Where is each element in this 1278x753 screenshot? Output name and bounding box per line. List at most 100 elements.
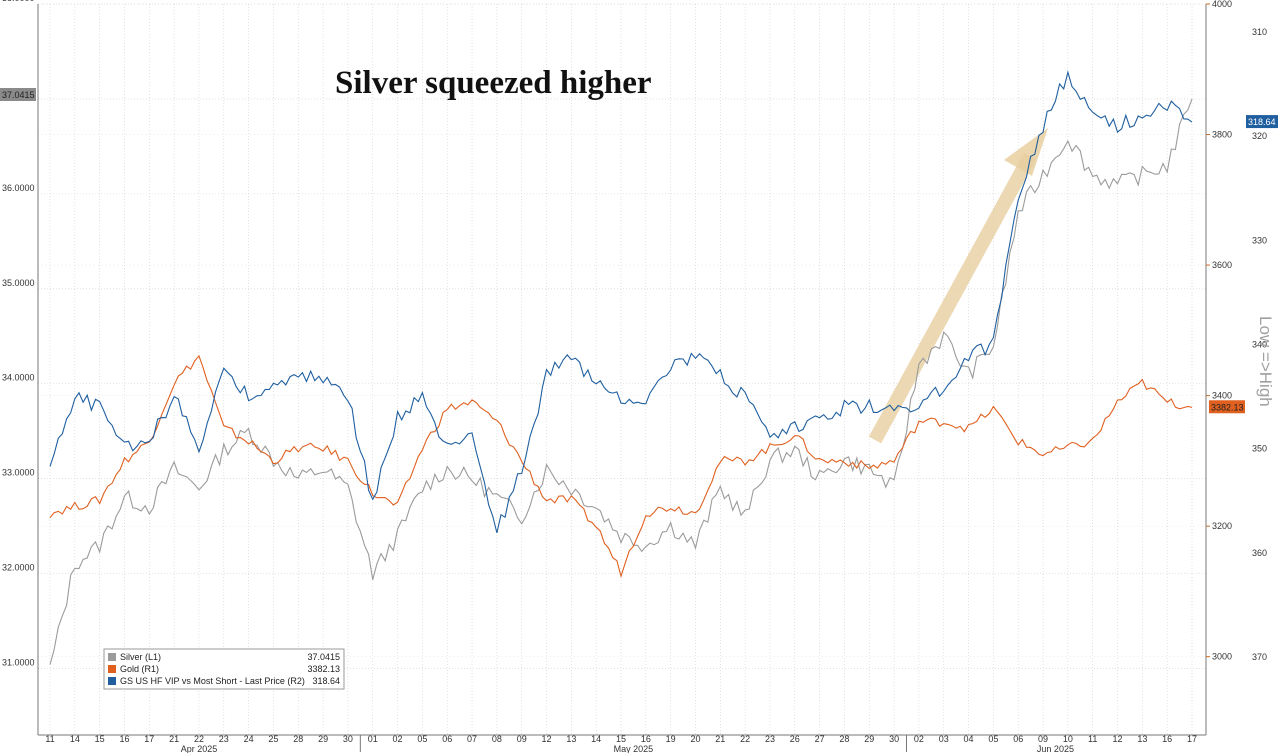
x-tick-label: 26 xyxy=(790,734,800,744)
gold-last-tag-text: 3382.13 xyxy=(1211,402,1244,412)
x-tick-label: 23 xyxy=(765,734,775,744)
right-r2-tick-label: 330 xyxy=(1252,235,1267,245)
x-tick-label: 15 xyxy=(95,734,105,744)
x-tick-label: 02 xyxy=(393,734,403,744)
x-tick-label: 13 xyxy=(566,734,576,744)
direction-annotation: Low =>High xyxy=(1256,316,1275,407)
silver-last-tag-text: 37.0415 xyxy=(2,90,35,100)
x-tick-label: 23 xyxy=(219,734,229,744)
x-tick-label: 12 xyxy=(1113,734,1123,744)
x-tick-label: 15 xyxy=(616,734,626,744)
x-month-label: Apr 2025 xyxy=(181,744,218,753)
x-tick-label: 06 xyxy=(1013,734,1023,744)
x-tick-label: 02 xyxy=(914,734,924,744)
x-tick-label: 22 xyxy=(740,734,750,744)
arrow-head xyxy=(1004,128,1048,176)
x-tick-label: 22 xyxy=(194,734,204,744)
right-r1-tick-label: 3800 xyxy=(1212,130,1232,140)
right-r1-tick-label: 3600 xyxy=(1212,260,1232,270)
right-r2-tick-label: 310 xyxy=(1252,27,1267,37)
x-month-label: Jun 2025 xyxy=(1037,744,1074,753)
x-tick-label: 20 xyxy=(690,734,700,744)
x-tick-label: 05 xyxy=(988,734,998,744)
x-tick-label: 14 xyxy=(70,734,80,744)
legend-label: GS US HF VIP vs Most Short - Last Price … xyxy=(120,676,305,686)
x-tick-label: 09 xyxy=(517,734,527,744)
right-r1-tick-label: 3400 xyxy=(1212,391,1232,401)
x-tick-label: 21 xyxy=(715,734,725,744)
x-tick-label: 08 xyxy=(492,734,502,744)
left-tick-label: 31.0000 xyxy=(2,658,35,668)
right-r2-tick-label: 370 xyxy=(1252,652,1267,662)
legend-label: Silver (L1) xyxy=(120,652,161,662)
legend-swatch xyxy=(108,677,116,685)
silver-last-tag: 37.0415 xyxy=(0,87,36,101)
legend-swatch xyxy=(108,665,116,673)
arrow-shaft xyxy=(868,152,1037,444)
x-tick-label: 28 xyxy=(293,734,303,744)
x-tick-label: 07 xyxy=(467,734,477,744)
x-tick-label: 13 xyxy=(1137,734,1147,744)
gold-last-tag: 3382.13 xyxy=(1209,400,1245,414)
x-tick-label: 11 xyxy=(45,734,54,744)
right-r2-tick-label: 350 xyxy=(1252,444,1267,454)
left-tick-label: 36.0000 xyxy=(2,183,35,193)
left-tick-label: 33.0000 xyxy=(2,468,35,478)
right-r1-tick-label: 4000 xyxy=(1212,0,1232,9)
x-tick-label: 16 xyxy=(119,734,129,744)
series-lines xyxy=(49,70,1193,665)
series-line-gold xyxy=(49,354,1193,579)
gs-last-tag-bg xyxy=(1246,115,1278,129)
gridlines xyxy=(38,3,1206,735)
x-tick-label: 05 xyxy=(417,734,427,744)
x-tick-label: 04 xyxy=(964,734,974,744)
x-tick-label: 24 xyxy=(244,734,254,744)
x-tick-label: 12 xyxy=(542,734,552,744)
x-tick-label: 29 xyxy=(864,734,874,744)
right-r2-tick-label: 320 xyxy=(1252,131,1267,141)
legend-swatch xyxy=(108,653,116,661)
legend-box xyxy=(103,648,345,690)
x-tick-label: 10 xyxy=(1063,734,1073,744)
legend-label: Gold (R1) xyxy=(120,664,159,674)
left-tick-label: 32.0000 xyxy=(2,563,35,573)
gs-last-tag-text: 318.64 xyxy=(1248,117,1276,127)
right-r1-tick-label: 3000 xyxy=(1212,652,1232,662)
x-tick-label: 16 xyxy=(641,734,651,744)
x-tick-label: 21 xyxy=(169,734,179,744)
x-tick-label: 30 xyxy=(343,734,353,744)
last-value-tags: 37.0415 3382.13 318.64 xyxy=(0,87,1278,414)
x-tick-label: 30 xyxy=(889,734,899,744)
left-tick-label: 34.0000 xyxy=(2,373,35,383)
chart-title: Silver squeezed higher xyxy=(335,65,652,101)
x-tick-label: 11 xyxy=(1088,734,1097,744)
right-r2-tick-label: 360 xyxy=(1252,548,1267,558)
x-tick-label: 28 xyxy=(839,734,849,744)
series-line-gs-hf-vip xyxy=(49,70,1193,534)
gold-last-tag-bg xyxy=(1209,400,1245,414)
x-tick-label: 09 xyxy=(1038,734,1048,744)
left-tick-label: 38.0000 xyxy=(2,0,35,3)
x-month-label: May 2025 xyxy=(614,744,654,753)
right-r1-tick-label: 3200 xyxy=(1212,521,1232,531)
arrow-annotation xyxy=(868,128,1048,444)
x-tick-label: 17 xyxy=(144,734,154,744)
x-tick-label: 29 xyxy=(318,734,328,744)
x-tick-label: 25 xyxy=(268,734,278,744)
gs-last-tag: 318.64 xyxy=(1246,115,1278,129)
x-tick-label: 27 xyxy=(815,734,825,744)
x-tick-label: 01 xyxy=(368,734,378,744)
x-tick-label: 06 xyxy=(442,734,452,744)
legend-value: 37.0415 xyxy=(307,652,340,662)
left-tick-label: 35.0000 xyxy=(2,278,35,288)
x-tick-label: 14 xyxy=(591,734,601,744)
legend-value: 3382.13 xyxy=(307,664,340,674)
x-tick-label: 17 xyxy=(1187,734,1197,744)
legend-value: 318.64 xyxy=(312,676,340,686)
x-tick-label: 16 xyxy=(1162,734,1172,744)
right-r2-tick-label: 340 xyxy=(1252,340,1267,350)
x-tick-label: 03 xyxy=(939,734,949,744)
